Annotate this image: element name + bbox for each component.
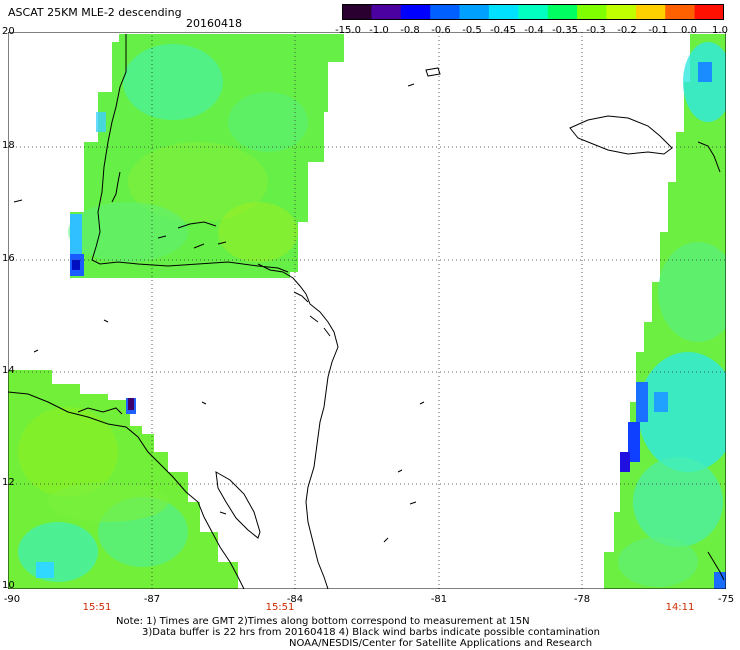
colorbar-swatch bbox=[577, 4, 608, 20]
colorbar-swatch bbox=[694, 4, 724, 20]
lon-label-87: -87 bbox=[143, 594, 161, 605]
cayman-2 bbox=[407, 83, 415, 87]
colorbar-swatch bbox=[459, 4, 490, 20]
lon-label-81: -81 bbox=[430, 594, 448, 605]
nicaragua-cays bbox=[383, 469, 417, 543]
lat-label-14: 14 bbox=[2, 365, 15, 376]
hispaniola-south bbox=[707, 551, 725, 581]
lat-label-12: 12 bbox=[2, 477, 15, 488]
lon-label-78: -78 bbox=[573, 594, 591, 605]
product-title: ASCAT 25KM MLE-2 descending bbox=[8, 6, 182, 19]
pass-time-1: 15:51 bbox=[82, 602, 112, 613]
lat-label-10: 10 bbox=[2, 580, 15, 591]
colorbar-tick-label: -0.35 bbox=[552, 25, 578, 36]
lat-label-16: 16 bbox=[2, 253, 15, 264]
mosquitia-lagoons bbox=[293, 291, 331, 337]
pass-time-2: 15:51 bbox=[265, 602, 295, 613]
colorbar-swatch bbox=[518, 4, 549, 20]
colorbar-swatch bbox=[547, 4, 578, 20]
note-line-1: Note: 1) Times are GMT 2)Times along bot… bbox=[116, 616, 530, 627]
colorbar-tick-label: -15.0 bbox=[335, 25, 361, 36]
product-date: 20160418 bbox=[186, 17, 242, 30]
honduras-north-coast bbox=[257, 263, 339, 589]
belize-cays bbox=[111, 171, 121, 203]
colorbar-tick-label: -0.3 bbox=[586, 25, 606, 36]
graticule bbox=[8, 32, 726, 589]
colorbar bbox=[342, 4, 724, 20]
lat-label-18: 18 bbox=[2, 140, 15, 151]
colorbar-swatch bbox=[342, 4, 372, 20]
colorbar-tick-label: -1.0 bbox=[369, 25, 389, 36]
colorbar-tick-label: -0.1 bbox=[648, 25, 668, 36]
coastlines bbox=[8, 34, 725, 589]
colorbar-tick-label: -0.45 bbox=[490, 25, 516, 36]
colorbar-swatch bbox=[371, 4, 402, 20]
colorbar-tick-label: -0.6 bbox=[431, 25, 451, 36]
gulf-fonseca bbox=[77, 407, 123, 415]
pass-time-3: 14:11 bbox=[665, 602, 695, 613]
colorbar-swatch bbox=[430, 4, 461, 20]
swan-island bbox=[419, 401, 425, 405]
colorbar-swatch bbox=[665, 4, 696, 20]
small-islets bbox=[13, 199, 227, 515]
colorbar-swatch bbox=[400, 4, 431, 20]
colorbar-tick-label: 0.0 bbox=[681, 25, 697, 36]
colorbar-tick-label: -0.8 bbox=[400, 25, 420, 36]
jamaica bbox=[569, 115, 673, 155]
colorbar-tick-label: 1.0 bbox=[712, 25, 728, 36]
swath-lower-left bbox=[8, 370, 238, 589]
pacific-coast bbox=[8, 391, 245, 589]
colorbar-tick-label: -0.4 bbox=[524, 25, 544, 36]
roatan bbox=[177, 221, 217, 229]
yucatan-belize-coast bbox=[91, 34, 289, 273]
note-line-3: NOAA/NESDIS/Center for Satellite Applica… bbox=[289, 638, 593, 649]
lat-label-20: 20 bbox=[2, 26, 15, 37]
note-line-2: 3)Data buffer is 22 hrs from 20160418 4)… bbox=[142, 627, 600, 638]
colorbar-swatch bbox=[488, 4, 519, 20]
bay-islands bbox=[157, 235, 227, 249]
cayman-1 bbox=[425, 67, 441, 77]
swath-upper-left bbox=[68, 34, 344, 278]
lake-nicaragua bbox=[215, 471, 261, 539]
hispaniola-edge bbox=[697, 141, 721, 173]
lon-label-84: -84 bbox=[286, 594, 304, 605]
lon-label-75: -75 bbox=[717, 594, 735, 605]
swath-right bbox=[604, 34, 726, 589]
lon-label-90: -90 bbox=[3, 594, 21, 605]
colorbar-tick-label: -0.2 bbox=[617, 25, 637, 36]
colorbar-tick-label: -0.5 bbox=[462, 25, 482, 36]
colorbar-swatch bbox=[606, 4, 637, 20]
map-panel bbox=[8, 32, 726, 589]
colorbar-swatch bbox=[635, 4, 666, 20]
